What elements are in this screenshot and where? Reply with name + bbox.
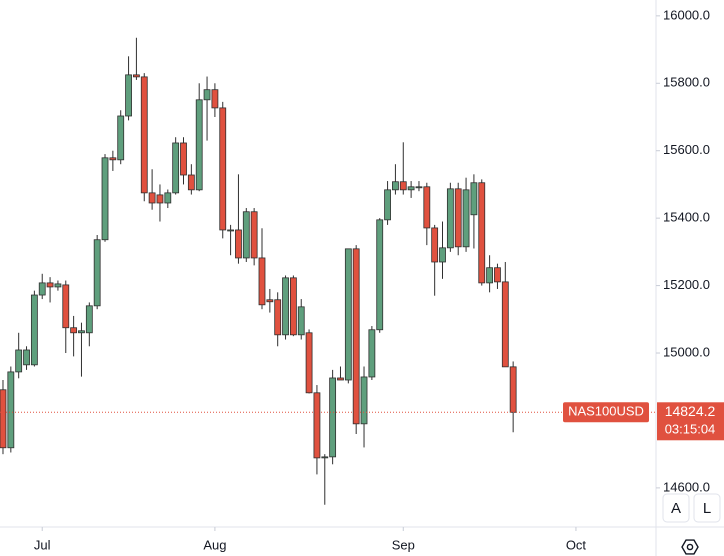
candle-body: [140, 76, 148, 194]
candle-body: [0, 389, 7, 449]
x-tick-label: Sep: [392, 537, 415, 552]
candle-body: [62, 284, 70, 329]
candle-body: [15, 349, 23, 373]
candle-body: [305, 332, 313, 394]
candle-body: [384, 189, 391, 221]
candle-body: [227, 229, 234, 232]
candle-body: [46, 282, 54, 288]
symbol-tag: [563, 402, 649, 423]
candle-body: [133, 74, 140, 78]
candle-body: [446, 188, 454, 249]
candle-body: [23, 349, 30, 366]
price-tag-label: 14824.2: [665, 403, 716, 419]
candle-body: [274, 299, 282, 336]
y-tick-label: 16000.0: [663, 7, 710, 22]
auto-button[interactable]: [662, 493, 690, 523]
candle-body: [501, 281, 509, 368]
candle-body: [282, 277, 289, 336]
candle-body: [211, 89, 219, 109]
settings-icon[interactable]: [681, 539, 699, 555]
log-button-label[interactable]: L: [703, 500, 711, 517]
candle-body: [156, 194, 164, 204]
candle-body: [462, 189, 470, 248]
candle-body: [125, 74, 132, 117]
candle-body: [360, 376, 368, 425]
candle-body: [431, 227, 439, 263]
candle-body: [85, 305, 93, 334]
log-button[interactable]: [693, 493, 721, 523]
candle-body: [509, 366, 517, 413]
candle-body: [203, 89, 211, 101]
y-tick-label: 15200.0: [663, 277, 710, 292]
y-tick-label: 15000.0: [663, 344, 710, 359]
candle-body: [415, 186, 423, 189]
candle-body: [337, 377, 344, 381]
candle-body: [266, 299, 274, 303]
candle-body: [148, 192, 156, 204]
candle-body: [250, 211, 258, 259]
candle-body: [289, 277, 297, 336]
candle-body: [423, 186, 431, 229]
candle-body: [321, 456, 329, 459]
candle-body: [180, 142, 187, 176]
y-tick-label: 14600.0: [663, 479, 710, 494]
candle-body: [329, 377, 337, 458]
y-tick-label: 15800.0: [663, 75, 710, 90]
y-tick-label: 15400.0: [663, 210, 710, 225]
candle-body: [439, 247, 446, 263]
candle-body: [235, 229, 242, 259]
candle-body: [78, 330, 85, 334]
candle-body: [242, 211, 250, 259]
candle-body: [368, 329, 376, 378]
plot-area: [0, 37, 517, 505]
candle-body: [486, 267, 494, 284]
candle-body: [494, 267, 501, 283]
candle-body: [70, 327, 78, 334]
candle-body: [297, 306, 305, 336]
candle-body: [172, 142, 180, 194]
candle-body: [38, 282, 46, 296]
candle-body: [195, 99, 203, 191]
candle-body: [392, 181, 399, 191]
x-tick-label: Aug: [203, 537, 226, 552]
candle-body: [376, 219, 384, 331]
candle-body: [164, 192, 172, 204]
candle-body: [258, 257, 266, 306]
candle-body: [54, 283, 62, 288]
candle-body: [313, 392, 321, 459]
candle-body: [407, 186, 415, 191]
candle-body: [93, 239, 101, 307]
countdown-label: 03:15:04: [665, 422, 716, 437]
candle-body: [470, 182, 478, 216]
x-tick-label: Oct: [566, 537, 587, 552]
candle-body: [219, 107, 227, 231]
candle-body: [478, 182, 486, 284]
candle-body: [352, 248, 360, 425]
candle-body: [101, 157, 109, 241]
candle-body: [344, 248, 352, 381]
auto-button-label[interactable]: A: [671, 500, 681, 517]
candle-body: [7, 371, 15, 449]
y-tick-label: 15600.0: [663, 142, 710, 157]
overlay: NAS100USD 14824.2 03:15:04: [0, 402, 724, 441]
candle-body: [187, 174, 195, 191]
candle-body: [109, 157, 117, 161]
price-tag: [657, 402, 724, 441]
symbol-tag-label: NAS100USD: [568, 404, 644, 419]
candle-body: [30, 294, 38, 366]
candle-body: [117, 115, 125, 161]
x-tick-label: Jul: [34, 537, 51, 552]
candle-body: [399, 181, 407, 191]
candle-body: [454, 188, 462, 248]
